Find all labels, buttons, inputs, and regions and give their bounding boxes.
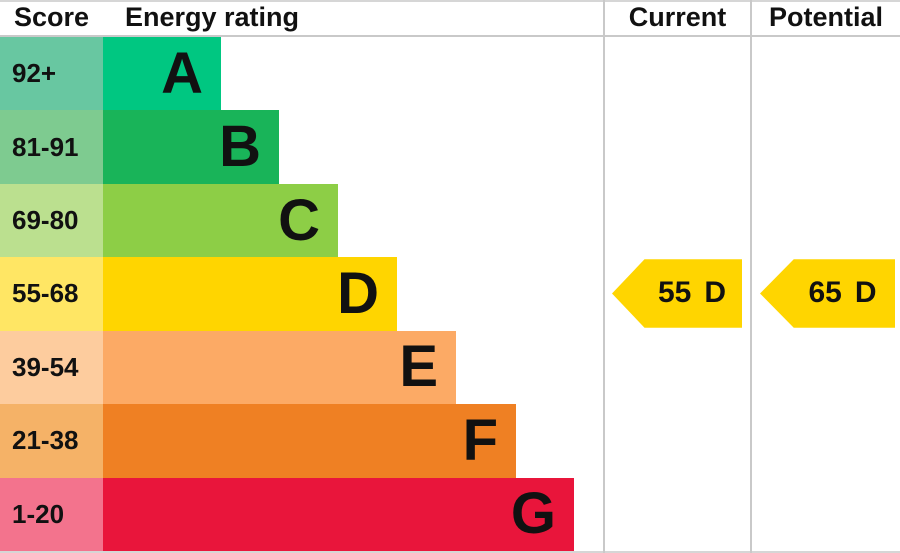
band-letter: E — [399, 334, 438, 400]
current-rating-value: 55 — [657, 276, 692, 310]
band-row: 21-38 F — [0, 404, 900, 478]
band-row: 39-54 E — [0, 330, 900, 405]
current-column-divider — [603, 0, 605, 553]
potential-rating-value: 65 — [808, 276, 842, 310]
score-range-cell: 1-20 — [0, 477, 103, 551]
band-letter: F — [462, 407, 498, 473]
score-range-cell: 55-68 — [0, 257, 103, 331]
score-range-cell: 81-91 — [0, 110, 103, 184]
band-letter: C — [278, 187, 320, 253]
band-row: 81-91 B — [0, 110, 900, 184]
rating-bar: C — [103, 183, 338, 258]
energy-rating-column-header: Energy rating — [125, 2, 300, 32]
score-column-header: Score — [13, 2, 90, 32]
score-range-cell: 92+ — [0, 37, 103, 111]
top-border — [0, 0, 900, 2]
band-letter: A — [161, 40, 203, 106]
band-row: 92+ A — [0, 37, 900, 111]
potential-column-header: Potential — [768, 2, 883, 32]
rating-bar: F — [103, 404, 516, 478]
potential-column-divider — [750, 0, 752, 553]
score-range-cell: 21-38 — [0, 404, 103, 478]
band-letter: G — [510, 481, 556, 547]
bottom-border — [0, 551, 900, 553]
rating-bar: G — [103, 477, 574, 551]
rating-bar: B — [103, 110, 279, 184]
current-column-header: Current — [628, 2, 727, 32]
potential-rating-arrow: 65 D — [760, 259, 895, 328]
rating-bar: A — [103, 37, 221, 111]
current-rating-band: D — [704, 276, 727, 310]
header-underline — [0, 35, 900, 37]
band-rows: 92+ A 81-91 B 69-80 C 55-68 D 39-54 — [0, 37, 900, 551]
score-range-cell: 39-54 — [0, 330, 103, 405]
band-row: 69-80 C — [0, 183, 900, 258]
score-range-cell: 69-80 — [0, 183, 103, 258]
band-row: 55-68 D — [0, 257, 900, 331]
band-letter: B — [219, 114, 261, 180]
potential-rating-band: D — [854, 276, 877, 310]
rating-bar: E — [103, 330, 456, 405]
band-letter: D — [337, 260, 379, 326]
current-rating-arrow: 55 D — [612, 259, 742, 328]
band-row: 1-20 G — [0, 477, 900, 551]
rating-bar: D — [103, 257, 397, 331]
